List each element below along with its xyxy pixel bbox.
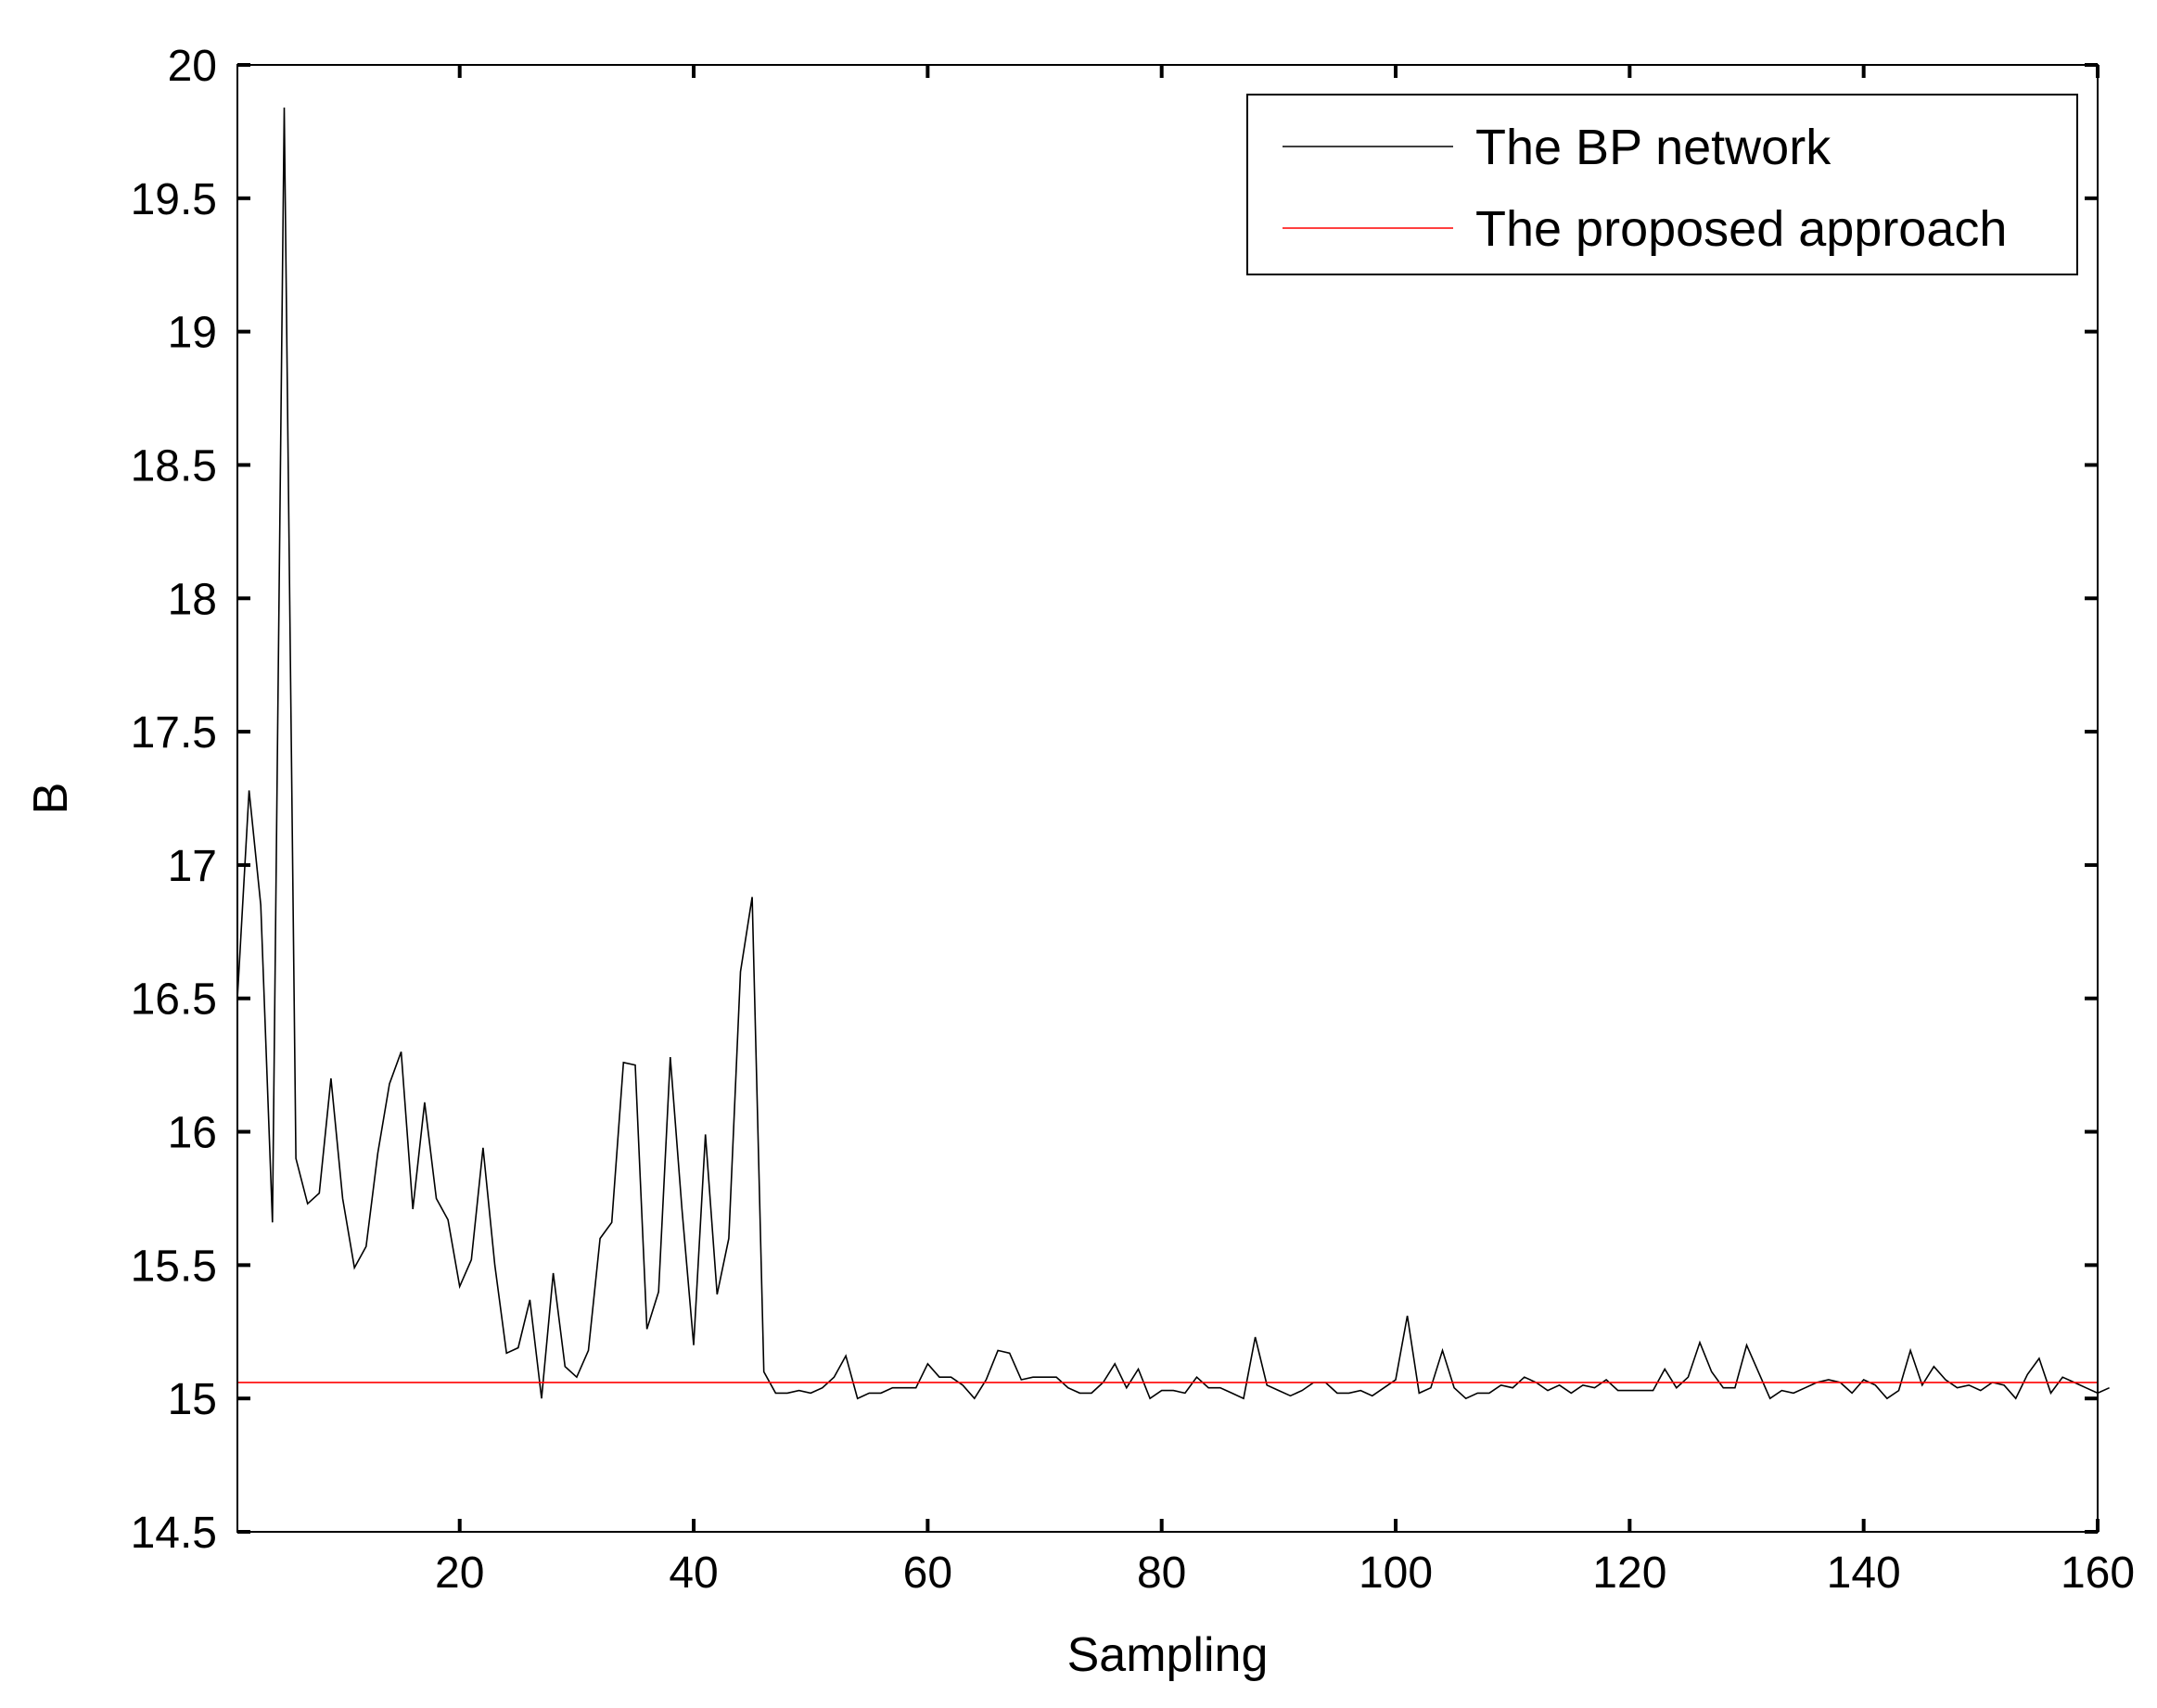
axes-layer: 20 40 60 80 100 120 140 160 14.5 15 15.5 16 16.5 17 17… bbox=[131, 42, 2135, 1598]
series-layer bbox=[236, 107, 2110, 1400]
y-tick-label: 18.5 bbox=[131, 441, 217, 491]
y-tick-label: 19.5 bbox=[131, 175, 217, 224]
x-tick-label: 60 bbox=[903, 1549, 952, 1598]
x-tick-label: 80 bbox=[1137, 1549, 1186, 1598]
legend-label-bp-network: The BP network bbox=[1475, 120, 1832, 175]
x-tick-label: 140 bbox=[1827, 1549, 1901, 1598]
legend-box bbox=[1246, 94, 2078, 275]
y-tick-label: 15.5 bbox=[131, 1242, 217, 1291]
x-tick-label: 160 bbox=[2061, 1549, 2135, 1598]
x-tick-label: 40 bbox=[669, 1549, 718, 1598]
y-tick-label: 15 bbox=[168, 1375, 217, 1424]
y-tick-label: 16.5 bbox=[131, 975, 217, 1025]
axes-frame bbox=[236, 64, 2099, 1533]
plot-background bbox=[237, 65, 2098, 1532]
y-tick-label: 19 bbox=[168, 309, 217, 358]
y-tick-label: 17.5 bbox=[131, 708, 217, 758]
y-tick-label: 14.5 bbox=[131, 1509, 217, 1558]
y-tick-label: 17 bbox=[168, 842, 217, 891]
legend: The BP network The proposed approach bbox=[1246, 94, 2078, 275]
y-tick-label: 20 bbox=[168, 42, 217, 91]
x-tick-label: 100 bbox=[1359, 1549, 1433, 1598]
y-tick-label: 16 bbox=[168, 1109, 217, 1158]
y-tick-label: 18 bbox=[168, 575, 217, 624]
x-tick-label: 20 bbox=[435, 1549, 484, 1598]
x-axis-label: Sampling bbox=[1067, 1628, 1269, 1682]
x-tick-label: 120 bbox=[1592, 1549, 1666, 1598]
series-line-0 bbox=[236, 107, 2110, 1400]
y-axis-label: B bbox=[24, 783, 78, 815]
legend-label-proposed-approach: The proposed approach bbox=[1475, 201, 2007, 257]
plot-area bbox=[237, 65, 2098, 1532]
